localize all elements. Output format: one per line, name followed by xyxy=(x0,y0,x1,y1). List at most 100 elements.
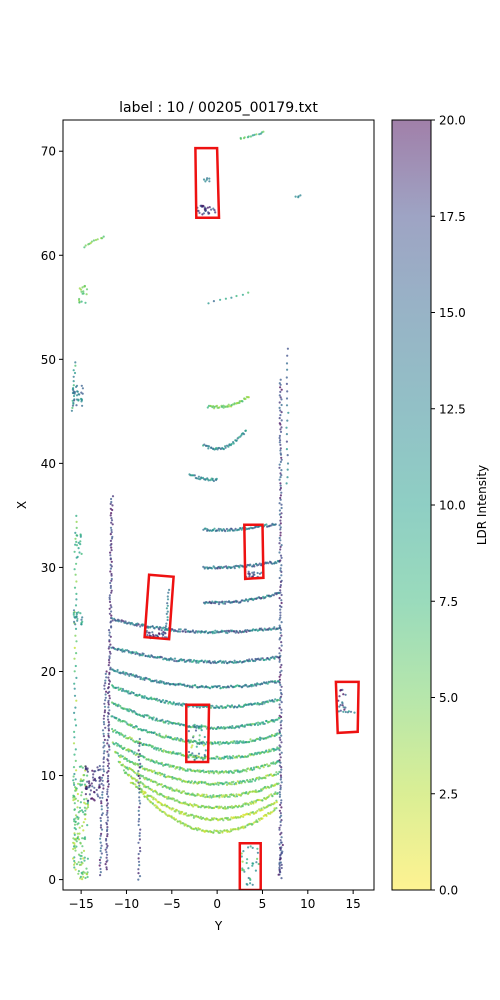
left-cluster-dark-point xyxy=(93,770,96,773)
arc-14-point xyxy=(264,596,267,599)
box2-points-point xyxy=(247,570,250,573)
right-wall-point xyxy=(279,472,282,475)
arc-4-point xyxy=(126,766,129,769)
bottom-right-dark-point xyxy=(280,846,283,849)
right-wall-point xyxy=(280,768,283,771)
left-wall-point xyxy=(110,572,113,576)
right-wall-point xyxy=(279,584,282,587)
left-cluster-bottom-point xyxy=(73,818,76,821)
box3-side-point xyxy=(165,607,168,610)
left-wall-point xyxy=(107,721,110,724)
arc-14-point xyxy=(221,600,224,603)
box4-points-point xyxy=(201,758,205,761)
right-wall-point xyxy=(278,466,281,469)
arc-2-point xyxy=(199,815,202,819)
arc-12-point xyxy=(224,660,227,663)
arc-8-point xyxy=(115,716,118,720)
arc-6-point xyxy=(264,764,267,767)
arc-2-point xyxy=(150,796,153,799)
right-wall-point xyxy=(279,591,282,594)
arc-5-point xyxy=(129,760,132,764)
arc-8-point xyxy=(219,740,222,744)
left-wall-2-point xyxy=(103,687,106,690)
arc-12-point xyxy=(219,659,222,663)
arc-17-point xyxy=(207,479,210,482)
arc-8-point xyxy=(276,732,279,735)
arc-11-point xyxy=(191,686,194,689)
right-wall-point xyxy=(280,877,283,880)
mid-55-point xyxy=(207,302,210,305)
arc-3-point xyxy=(176,799,179,802)
right-wall-point xyxy=(280,503,283,506)
right-wall-point xyxy=(279,771,282,774)
arc-1-point xyxy=(234,828,237,831)
left-wall-point xyxy=(106,819,109,822)
arc-5-point xyxy=(151,770,154,774)
cluster-55-point xyxy=(82,292,85,295)
right-wall-point xyxy=(279,414,282,417)
right-wall-point xyxy=(279,531,282,534)
arc-12-point xyxy=(244,660,247,663)
left-wall-point xyxy=(110,625,113,628)
arc-11-point xyxy=(145,677,148,680)
box5-points-point xyxy=(341,704,344,707)
left-cluster-bottom-point xyxy=(73,859,76,863)
arc-8-point xyxy=(233,740,236,743)
left-wall-point xyxy=(107,711,110,715)
right-wall-sparse-point xyxy=(285,397,289,400)
box5-line-point xyxy=(353,711,356,714)
left-far-edge-point xyxy=(74,543,77,546)
left-cluster-2-point xyxy=(80,400,83,403)
bottom-dark-streak-point xyxy=(137,774,140,778)
bottom-dark-streak-point xyxy=(138,832,141,835)
arc-12-point xyxy=(124,649,127,652)
arc-5-point xyxy=(238,782,241,785)
arc-8-point xyxy=(218,743,221,746)
right-wall-point xyxy=(279,494,282,497)
arc-10-point xyxy=(143,695,146,698)
bottom-dark-streak-point xyxy=(137,852,140,856)
box5-points-point xyxy=(343,708,346,711)
left-wall-point xyxy=(107,706,110,709)
arc-13-point xyxy=(124,620,127,623)
right-wall-point xyxy=(280,411,283,414)
box-1 xyxy=(194,146,221,220)
arc-2-point xyxy=(273,801,276,804)
box4-points-point xyxy=(193,758,196,762)
right-wall-point xyxy=(279,516,283,519)
left-wall-point xyxy=(108,634,111,637)
arc-12-point xyxy=(239,660,242,663)
right-wall-point xyxy=(279,839,282,842)
x-tick-label: −15 xyxy=(68,897,93,911)
arc-6-point xyxy=(116,742,119,746)
arc-17-point xyxy=(209,479,212,482)
left-far-edge-point xyxy=(73,670,76,673)
right-wall-point xyxy=(278,436,281,440)
left-cluster-dark-point xyxy=(99,768,102,771)
box1-upper-point xyxy=(208,180,211,183)
bottom-dark-streak-point xyxy=(138,846,142,850)
left-wall-2-point xyxy=(99,841,102,844)
arc-8-point xyxy=(179,739,182,742)
left-cluster-dark-point xyxy=(98,776,101,779)
right-wall-point xyxy=(280,599,283,602)
left-wall-2-point xyxy=(102,752,105,755)
arc-5-point xyxy=(161,773,164,776)
box5-points-point xyxy=(342,693,345,696)
arc-6-point xyxy=(247,767,250,770)
arc-10-point xyxy=(117,686,120,689)
right-wall-point xyxy=(278,502,281,505)
left-wall-point xyxy=(105,798,108,801)
far-right-point xyxy=(299,194,302,197)
left-wall-point xyxy=(110,528,113,532)
left-far-edge-point xyxy=(74,748,77,751)
right-wall-point xyxy=(278,764,281,767)
left-cluster-3-point xyxy=(75,611,78,615)
arc-1-point xyxy=(193,828,196,831)
arc-19-point xyxy=(232,442,235,445)
arc-16-point xyxy=(204,527,207,530)
arc-15-point xyxy=(275,561,278,565)
left-far-edge-point xyxy=(74,814,78,817)
arc-15-point xyxy=(223,565,226,568)
